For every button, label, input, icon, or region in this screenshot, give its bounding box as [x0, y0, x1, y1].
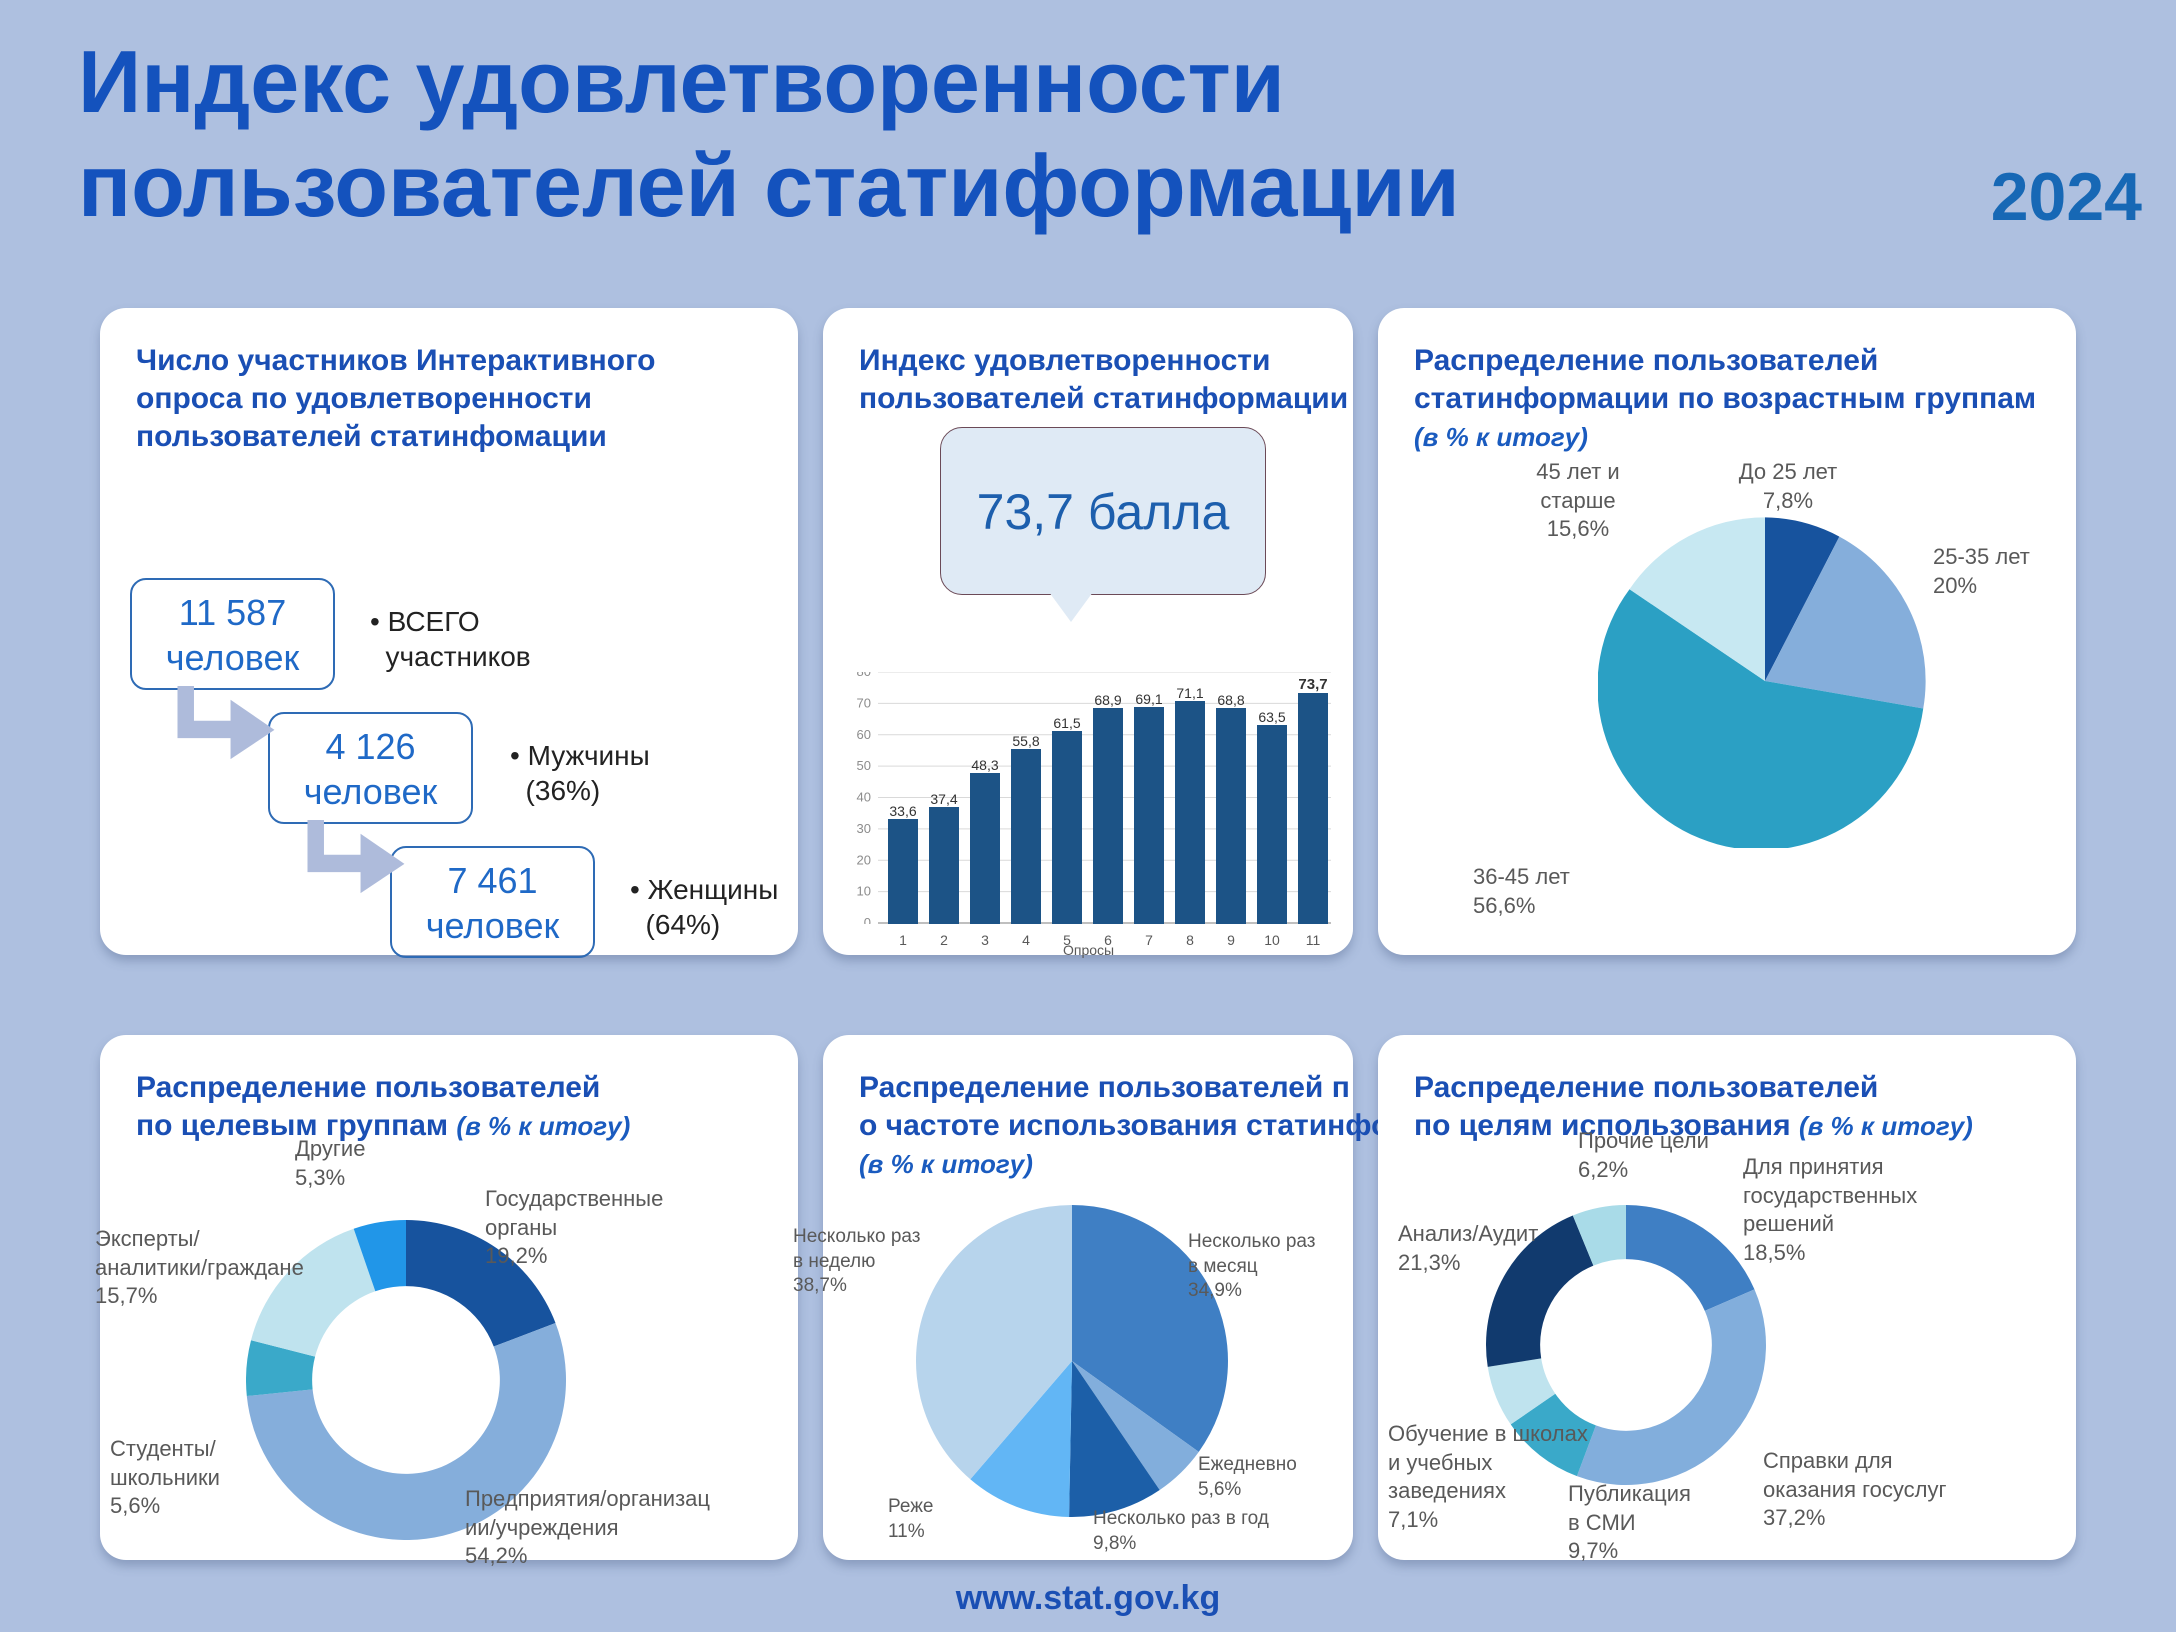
svg-text:70: 70	[857, 695, 871, 710]
svg-text:50: 50	[857, 758, 871, 773]
svg-text:0: 0	[864, 915, 871, 924]
svg-text:10: 10	[857, 884, 871, 899]
svg-text:40: 40	[857, 790, 871, 805]
svg-text:20: 20	[857, 852, 871, 867]
svg-text:30: 30	[857, 821, 871, 836]
svg-text:80: 80	[857, 672, 871, 679]
svg-text:60: 60	[857, 727, 871, 742]
